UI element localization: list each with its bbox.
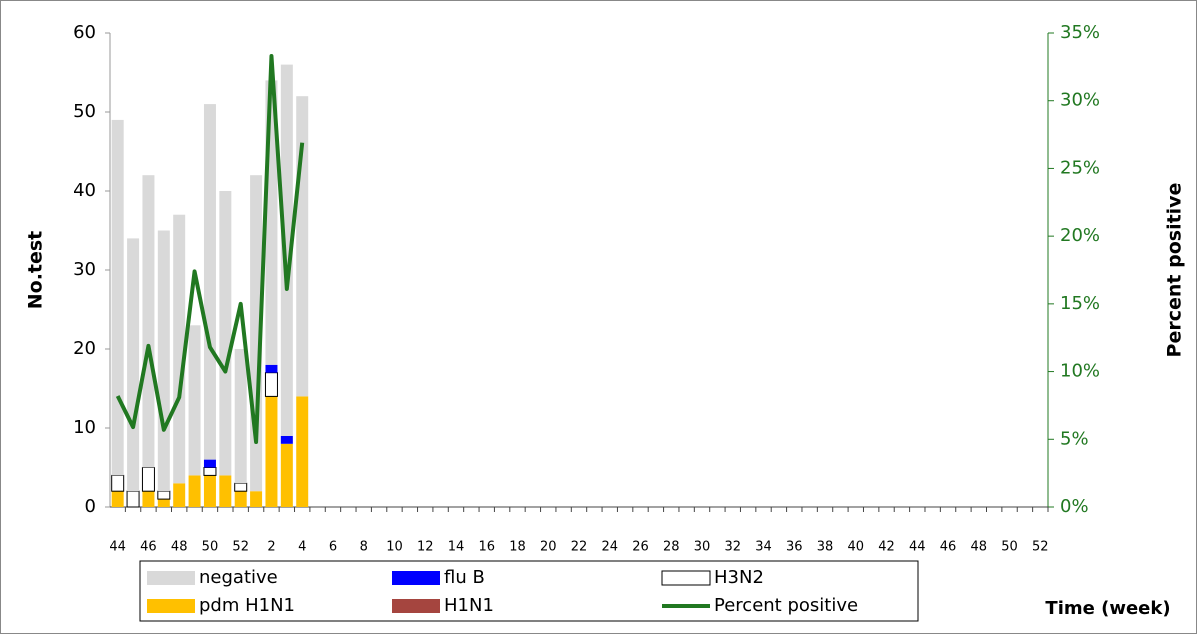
bar-segment (157, 499, 170, 507)
bar-segment (142, 175, 155, 468)
x-tick-label: 10 (386, 540, 403, 555)
y-axis-title: No.test (25, 231, 47, 310)
x-tick-label: 40 (848, 540, 865, 555)
y-tick-label: 50 (73, 101, 96, 122)
x-tick-label: 46 (940, 540, 957, 555)
y2-tick-label: 30% (1060, 90, 1100, 111)
bar-segment (265, 364, 278, 373)
bar-segment (203, 475, 216, 507)
legend-key (392, 599, 440, 613)
x-tick-label: 42 (878, 540, 895, 555)
bar-segment (111, 119, 124, 476)
y-tick-label: 0 (85, 496, 96, 517)
y-tick-label: 40 (73, 180, 96, 201)
bar-segment (219, 475, 232, 507)
bar-segment (188, 325, 201, 476)
x-tick-label: 44 (909, 540, 926, 555)
bar-segment (188, 475, 201, 507)
bar-segment (111, 491, 124, 507)
x-tick-label: 22 (571, 540, 588, 555)
bar-segment (203, 459, 216, 468)
y2-tick-label: 25% (1060, 157, 1100, 178)
legend-label: flu B (444, 567, 485, 588)
x-tick-label: 36 (786, 540, 803, 555)
bar-segment (265, 80, 278, 365)
bar-segment (280, 443, 293, 507)
legend-key (147, 571, 195, 585)
x-tick-label: 14 (448, 540, 465, 555)
bar-segment (157, 490, 171, 500)
bar-segment (234, 349, 247, 484)
x-tick-label: 12 (417, 540, 434, 555)
bar-segment (250, 491, 263, 507)
legend-label: H3N2 (714, 567, 764, 588)
bar-segment (173, 483, 186, 507)
x-tick-label: 26 (632, 540, 649, 555)
x-tick-label: 48 (971, 540, 988, 555)
x-tick-label: 48 (171, 540, 188, 555)
bar-segment (280, 64, 293, 436)
bar-segment (127, 238, 140, 492)
y2-axis-title: Percent positive (1164, 183, 1186, 358)
bar-segment (173, 214, 186, 484)
bar-segment (265, 396, 278, 507)
x-tick-label: 46 (140, 540, 157, 555)
bar-segment (234, 491, 247, 507)
y2-tick-label: 5% (1060, 428, 1089, 449)
x-tick-label: 50 (1001, 540, 1018, 555)
legend-key (661, 570, 711, 586)
x-tick-label: 4 (298, 540, 306, 555)
bar-segment (157, 230, 170, 492)
x-tick-label: 6 (329, 540, 337, 555)
y2-tick-label: 0% (1060, 496, 1089, 517)
x-tick-label: 38 (817, 540, 834, 555)
x-tick-label: 44 (109, 540, 126, 555)
bar-segment (250, 175, 263, 492)
legend-box (139, 560, 919, 622)
bar-segment (203, 467, 217, 476)
x-tick-label: 2 (267, 540, 275, 555)
bar-segment (280, 435, 293, 444)
legend-label: H1N1 (444, 595, 494, 616)
x-tick-label: 52 (1032, 540, 1049, 555)
y-tick-label: 20 (73, 338, 96, 359)
bar-segment (142, 491, 155, 507)
bar-segment (126, 490, 140, 508)
bar-segment (296, 96, 309, 397)
x-tick-label: 24 (601, 540, 618, 555)
y2-tick-label: 15% (1060, 293, 1100, 314)
x-tick-label: 8 (360, 540, 368, 555)
bar-segment (234, 482, 248, 492)
legend-label: negative (199, 567, 278, 588)
x-tick-label: 28 (663, 540, 680, 555)
legend-label: pdm H1N1 (199, 595, 295, 616)
bar-segment (296, 396, 309, 507)
x-axis-title: Time (week) (1045, 598, 1170, 619)
x-tick-label: 34 (755, 540, 772, 555)
legend-label: Percent positive (714, 595, 858, 616)
y2-tick-label: 10% (1060, 361, 1100, 382)
line (115, 54, 305, 444)
x-tick-label: 32 (724, 540, 741, 555)
legend-key (147, 599, 195, 613)
legend-key (392, 571, 440, 585)
x-tick-label: 30 (694, 540, 711, 555)
bar-segment (219, 191, 232, 476)
y2-tick-label: 35% (1060, 22, 1100, 43)
y2-tick-label: 20% (1060, 225, 1100, 246)
bar-segment (141, 467, 155, 492)
x-tick-label: 18 (509, 540, 526, 555)
y-tick-label: 10 (73, 417, 96, 438)
y-tick-label: 30 (73, 259, 96, 280)
x-tick-label: 52 (232, 540, 249, 555)
bar-segment (264, 372, 278, 397)
y-tick-label: 60 (73, 22, 96, 43)
x-tick-label: 16 (478, 540, 495, 555)
x-tick-label: 50 (202, 540, 219, 555)
x-tick-label: 20 (540, 540, 557, 555)
bar-segment (111, 474, 125, 492)
bar-segment (203, 104, 216, 460)
